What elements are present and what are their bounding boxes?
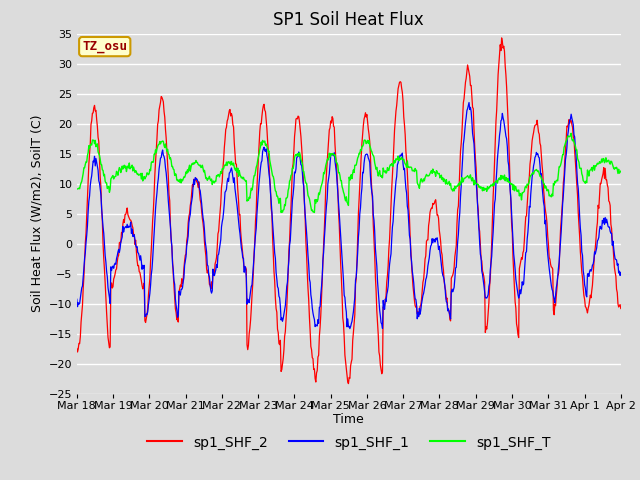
sp1_SHF_1 — [73, 296, 81, 302]
Legend: sp1_SHF_2, sp1_SHF_1, sp1_SHF_T: sp1_SHF_2, sp1_SHF_1, sp1_SHF_T — [141, 430, 556, 455]
sp1_SHF_T — [310, 210, 318, 216]
sp1_SHF_2 — [73, 346, 81, 351]
Line: sp1_SHF_T: sp1_SHF_T — [77, 133, 621, 213]
sp1_SHF_T — [406, 165, 413, 170]
sp1_SHF_2 — [617, 306, 625, 312]
sp1_SHF_T — [73, 186, 81, 192]
Text: TZ_osu: TZ_osu — [82, 40, 127, 53]
sp1_SHF_1 — [264, 156, 271, 162]
sp1_SHF_T — [436, 175, 444, 181]
X-axis label: Time: Time — [333, 413, 364, 426]
sp1_SHF_1 — [436, 249, 444, 255]
sp1_SHF_T — [137, 170, 145, 176]
sp1_SHF_T — [237, 173, 244, 179]
Line: sp1_SHF_2: sp1_SHF_2 — [77, 38, 621, 384]
sp1_SHF_1 — [346, 326, 354, 332]
sp1_SHF_1 — [284, 266, 292, 272]
sp1_SHF_T — [617, 168, 625, 174]
sp1_SHF_2 — [344, 381, 352, 386]
sp1_SHF_2 — [137, 274, 145, 279]
sp1_SHF_2 — [264, 138, 271, 144]
sp1_SHF_2 — [237, 228, 244, 234]
sp1_SHF_T — [567, 131, 575, 136]
sp1_SHF_1 — [237, 238, 244, 244]
sp1_SHF_2 — [436, 232, 444, 238]
Y-axis label: Soil Heat Flux (W/m2), SoilT (C): Soil Heat Flux (W/m2), SoilT (C) — [31, 115, 44, 312]
Title: SP1 Soil Heat Flux: SP1 Soil Heat Flux — [273, 11, 424, 29]
sp1_SHF_1 — [137, 253, 145, 259]
sp1_SHF_1 — [406, 233, 413, 239]
Line: sp1_SHF_1: sp1_SHF_1 — [77, 103, 621, 329]
sp1_SHF_2 — [498, 35, 506, 41]
sp1_SHF_T — [284, 188, 292, 193]
sp1_SHF_1 — [617, 269, 625, 275]
sp1_SHF_T — [264, 145, 271, 151]
sp1_SHF_1 — [465, 100, 473, 106]
sp1_SHF_2 — [284, 270, 292, 276]
sp1_SHF_2 — [406, 215, 413, 220]
